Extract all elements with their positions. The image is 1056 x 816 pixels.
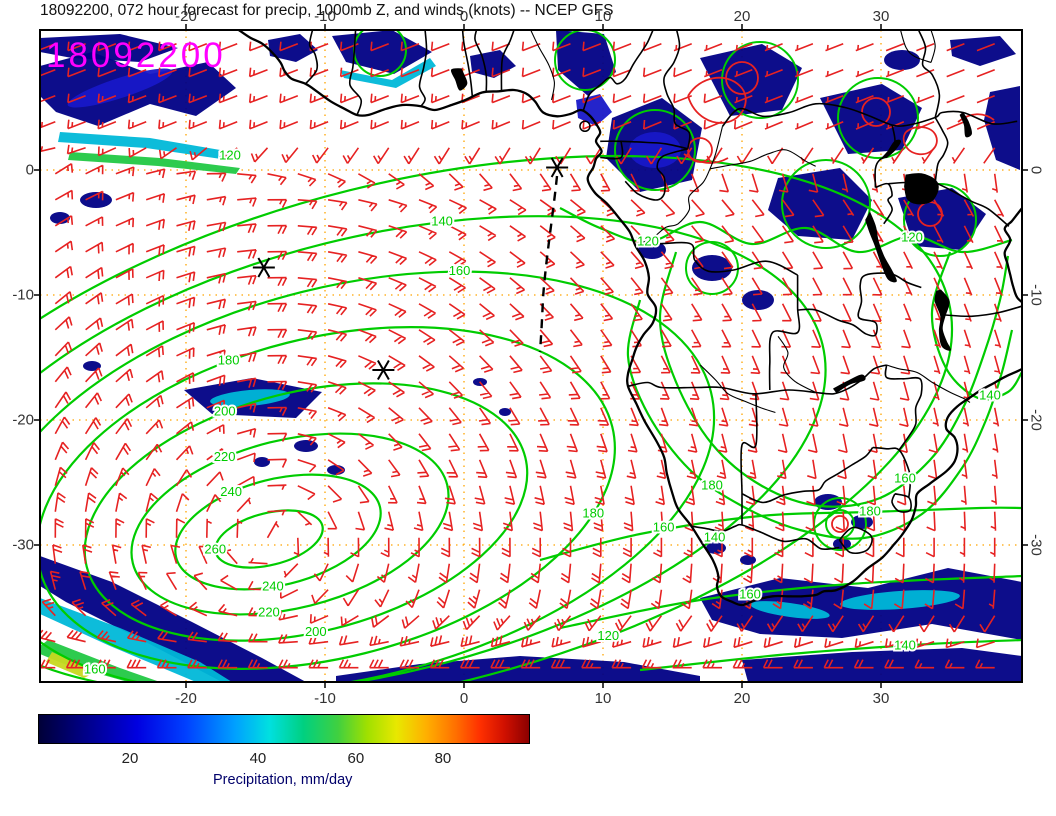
y-axis-tick-label-right: -20 bbox=[1027, 409, 1045, 431]
contour-label: 220 bbox=[214, 449, 236, 464]
y-axis-tick-label-left: -10 bbox=[12, 286, 34, 304]
contour-label: 240 bbox=[262, 578, 284, 593]
dashed-track-line bbox=[538, 175, 559, 353]
x-axis-tick-label-top: 0 bbox=[459, 8, 469, 25]
y-axis-tick-label-left: -20 bbox=[12, 411, 34, 429]
contour-label: 200 bbox=[214, 404, 236, 419]
contour-label: 160 bbox=[894, 470, 916, 485]
y-axis-tick-label-right: 0 bbox=[1027, 165, 1045, 175]
colorbar-label: Precipitation, mm/day bbox=[213, 772, 353, 788]
page-title: 18092200, 072 hour forecast for precip, … bbox=[40, 2, 614, 19]
contour-label: 120 bbox=[597, 628, 619, 643]
contour-label: 240 bbox=[220, 484, 242, 499]
x-axis-tick-label-bottom: 0 bbox=[459, 690, 469, 707]
colorbar-tick-label: 20 bbox=[121, 750, 139, 767]
x-axis-tick-label-top: 30 bbox=[872, 8, 890, 25]
colorbar-tick-label: 80 bbox=[434, 750, 452, 767]
contour-label: 200 bbox=[305, 624, 327, 639]
contour-label: 140 bbox=[431, 213, 453, 228]
asterisk-marker bbox=[546, 157, 569, 178]
x-axis-tick-label-bottom: 20 bbox=[733, 690, 751, 707]
contour-label: 180 bbox=[859, 503, 881, 518]
contour-label: 120 bbox=[901, 229, 923, 244]
contour-label: 140 bbox=[894, 637, 916, 652]
y-axis-tick-label-right: -10 bbox=[1027, 284, 1045, 306]
contour-label: 120 bbox=[637, 233, 659, 248]
contour-label: 160 bbox=[739, 586, 761, 601]
wind-barbs bbox=[40, 41, 1005, 669]
contour-label: 160 bbox=[653, 520, 675, 535]
x-axis-tick-label-bottom: 30 bbox=[872, 690, 890, 707]
contour-label: 160 bbox=[449, 263, 471, 278]
contour-label: 180 bbox=[582, 505, 604, 520]
plot-frame bbox=[34, 24, 1028, 688]
x-axis-tick-label-bottom: -10 bbox=[314, 690, 336, 707]
contour-label: 260 bbox=[204, 541, 226, 556]
contour-label: 140 bbox=[979, 387, 1001, 402]
x-axis-tick-label-top: -10 bbox=[314, 8, 336, 25]
colorbar-tick-label: 40 bbox=[249, 750, 267, 767]
asterisk-marker bbox=[372, 359, 395, 381]
contour-label: 160 bbox=[84, 661, 106, 676]
track-and-station-markers bbox=[252, 157, 569, 381]
x-axis-tick-label-bottom: -20 bbox=[175, 690, 197, 707]
y-axis-tick-label-left: 0 bbox=[25, 161, 34, 179]
coastlines-and-borders bbox=[238, 30, 1022, 607]
asterisk-marker bbox=[252, 257, 275, 278]
height-contours-green bbox=[40, 30, 1022, 682]
colorbar-tick-label: 60 bbox=[347, 750, 365, 767]
colorbar-gradient bbox=[38, 714, 530, 744]
contour-label: 180 bbox=[218, 352, 240, 367]
contour-label: 220 bbox=[258, 604, 280, 619]
x-axis-tick-label-top: -20 bbox=[175, 8, 197, 25]
contour-label: 180 bbox=[701, 477, 723, 492]
precipitation-shading bbox=[40, 30, 1022, 682]
y-axis-tick-label-right: -30 bbox=[1027, 534, 1045, 556]
y-axis-tick-label-left: -30 bbox=[12, 536, 34, 554]
contour-labels: 260 240 240 220 220 200 200 180 180 160 160 160 140 1… bbox=[82, 145, 1003, 678]
x-axis-tick-label-bottom: 10 bbox=[594, 690, 612, 707]
x-axis-tick-label-top: 10 bbox=[594, 8, 612, 25]
contour-label: 120 bbox=[219, 147, 241, 162]
contour-label: 140 bbox=[704, 529, 726, 544]
forecast-timestamp-overlay: 18092200 bbox=[46, 36, 226, 75]
x-axis-tick-label-top: 20 bbox=[733, 8, 751, 25]
